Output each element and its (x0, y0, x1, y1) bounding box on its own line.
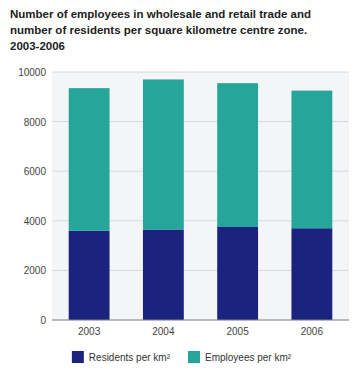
y-tick-label: 10000 (18, 67, 46, 78)
title-line: Number of employees in wholesale and ret… (10, 8, 311, 20)
chart-container: Number of employees in wholesale and ret… (0, 0, 363, 378)
legend: Residents per km² Employees per km² (72, 351, 292, 363)
legend-label: Employees per km² (205, 352, 292, 363)
legend-label: Residents per km² (89, 352, 171, 363)
y-tick-label: 2000 (24, 265, 47, 276)
y-tick-label: 0 (40, 315, 46, 326)
bar (69, 88, 110, 231)
legend-swatch (188, 351, 200, 363)
x-axis-line (52, 320, 349, 321)
x-tick-label: 2005 (227, 326, 250, 337)
y-axis: 0 2000 4000 6000 8000 10000 (18, 67, 349, 326)
bars (69, 79, 333, 320)
legend-swatch (72, 351, 84, 363)
x-axis: 2003 2004 2005 2006 (52, 320, 349, 337)
chart-svg: Number of employees in wholesale and ret… (0, 0, 363, 378)
y-tick-label: 8000 (24, 117, 47, 128)
bar (143, 79, 184, 229)
x-tick-label: 2004 (152, 326, 175, 337)
title-line: number of residents per square kilometre… (10, 24, 307, 36)
bar (291, 91, 332, 229)
legend-item: Residents per km² (72, 351, 171, 363)
y-tick-label: 4000 (24, 216, 47, 227)
chart-title: Number of employees in wholesale and ret… (10, 8, 311, 52)
grid-line (52, 72, 349, 73)
legend-item: Employees per km² (188, 351, 292, 363)
bar (69, 231, 110, 320)
bar (291, 228, 332, 320)
bar (217, 83, 258, 227)
grid-line (52, 320, 349, 321)
bar (143, 229, 184, 320)
y-tick-label: 6000 (24, 166, 47, 177)
x-tick-label: 2003 (78, 326, 101, 337)
plot-background (52, 72, 349, 320)
title-line: 2003-2006 (10, 40, 65, 52)
x-tick-label: 2006 (301, 326, 324, 337)
bar (217, 227, 258, 320)
